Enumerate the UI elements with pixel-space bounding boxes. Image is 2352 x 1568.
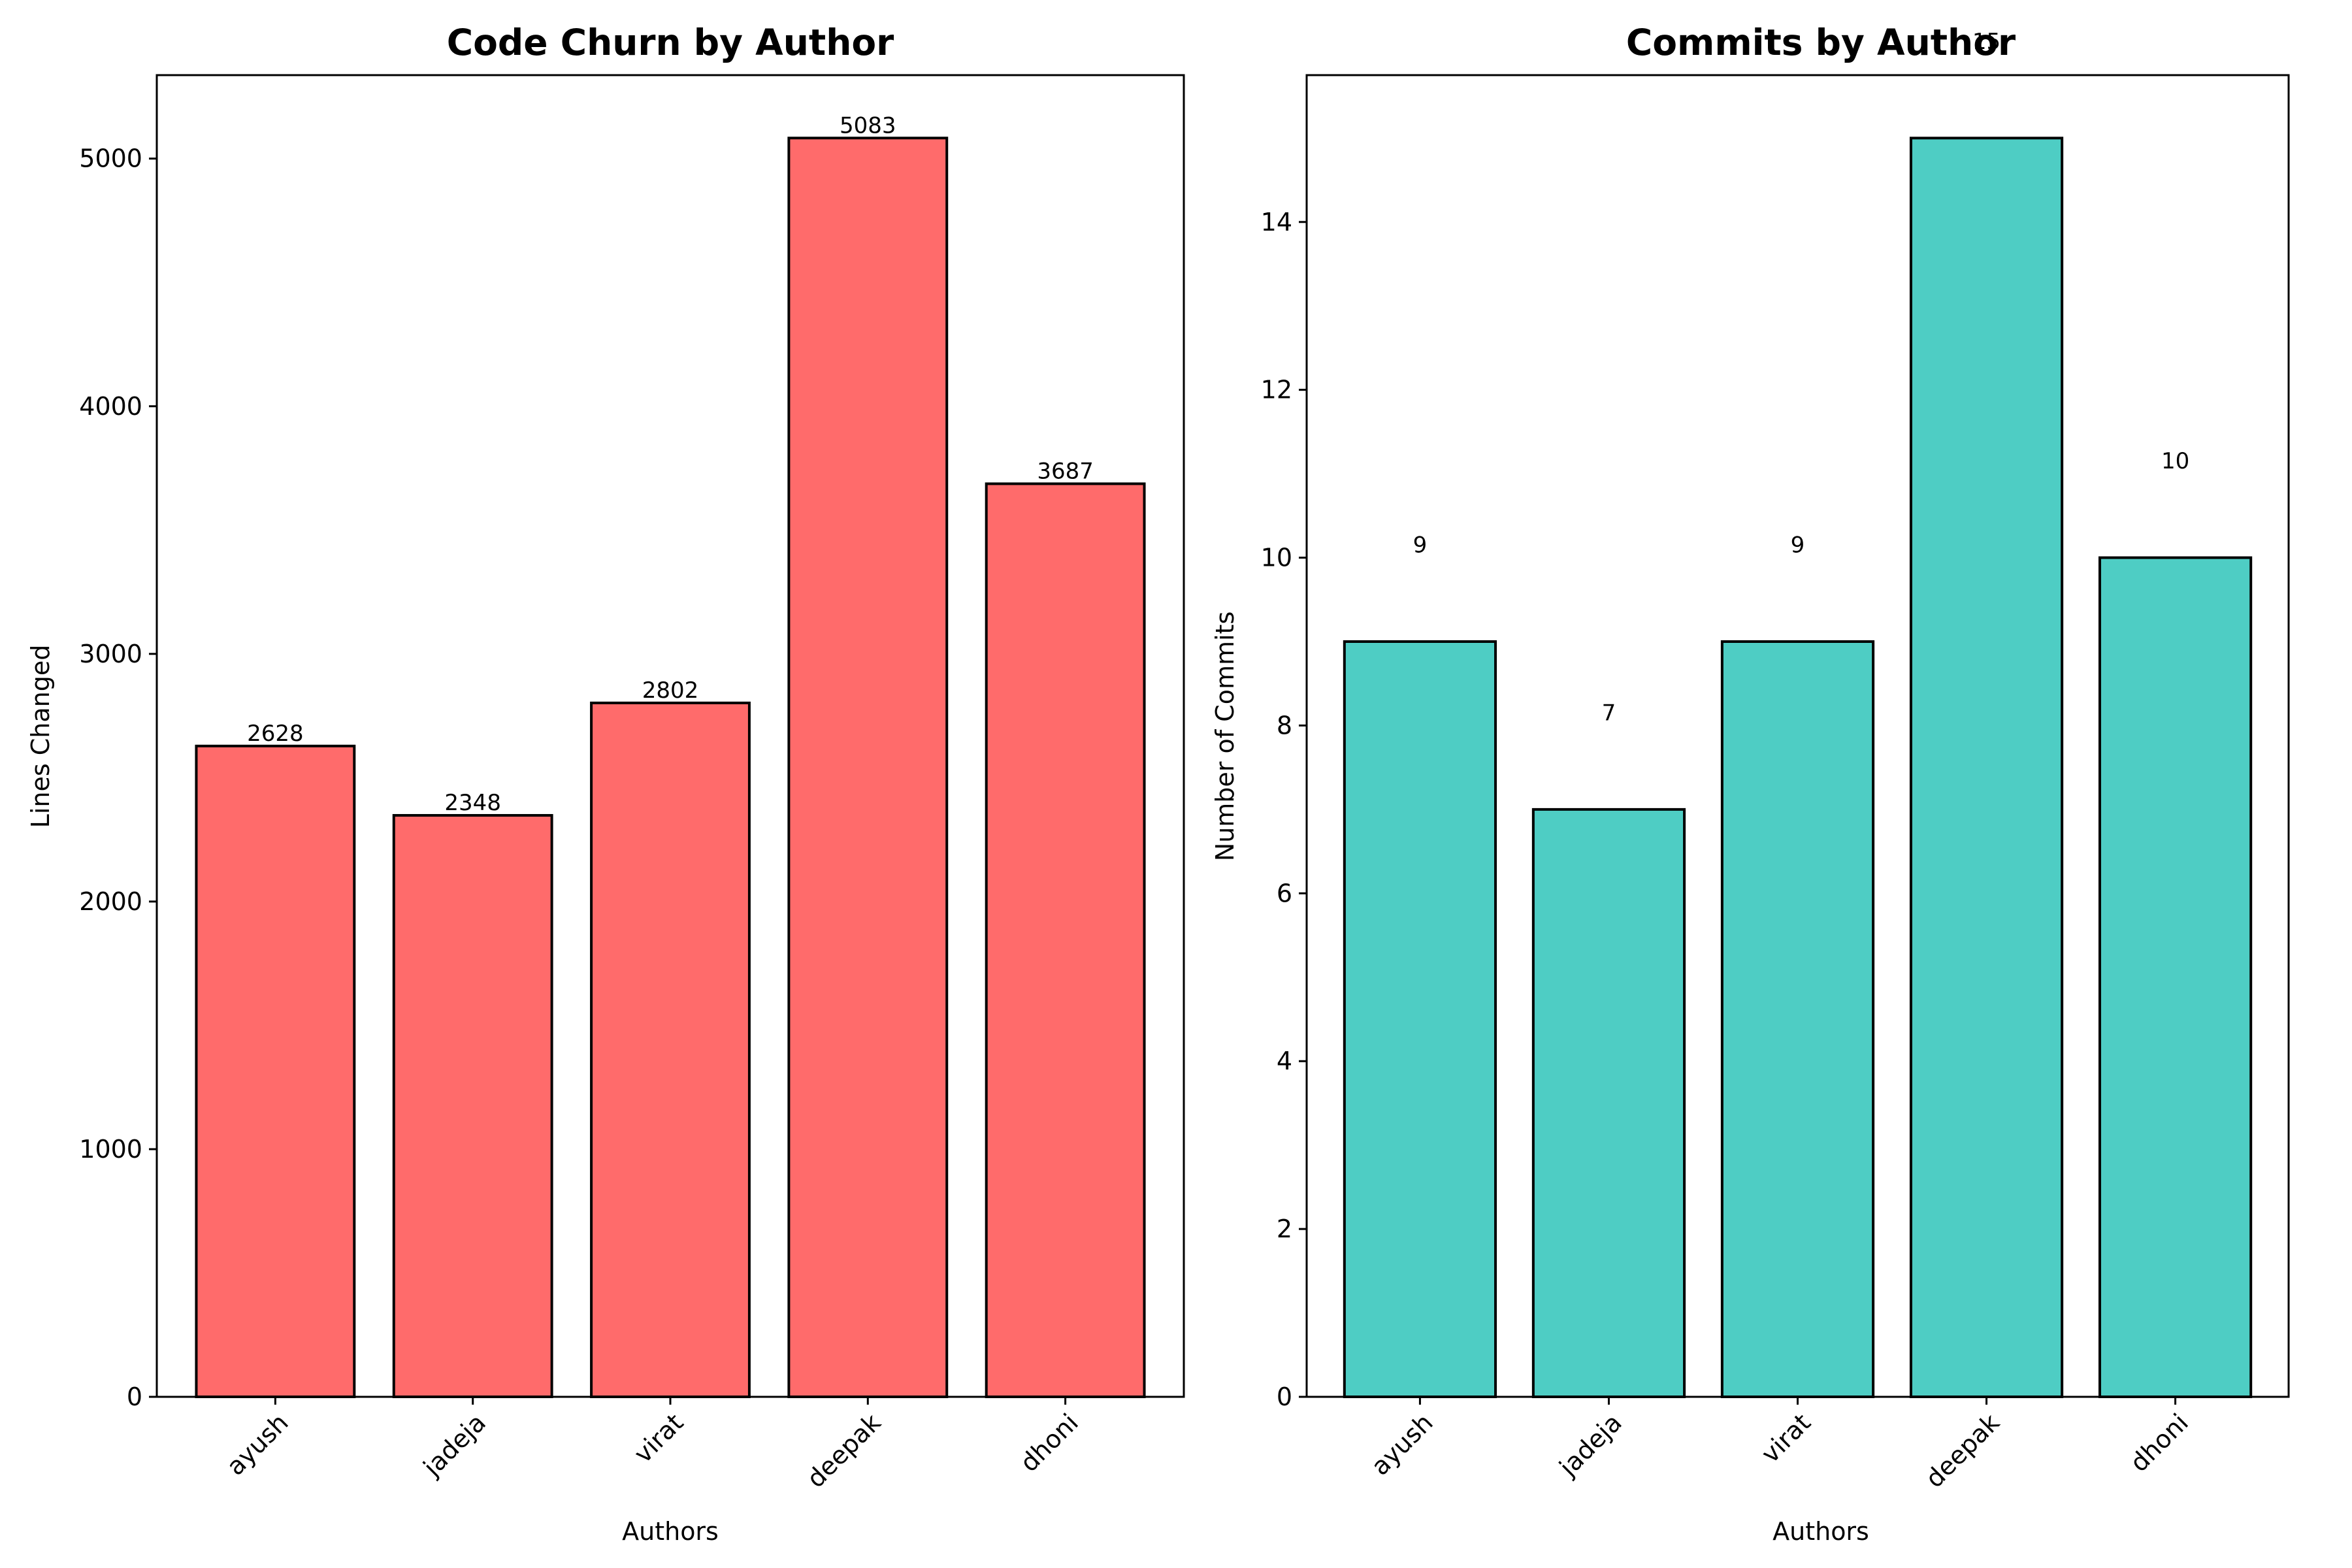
y-tick-label: 4	[1277, 1047, 1292, 1075]
y-axis-label: Lines Changed	[26, 645, 55, 828]
bar-dhoni	[985, 482, 1146, 1398]
y-tick-label: 4000	[79, 392, 142, 421]
y-tick-label: 10	[1261, 544, 1292, 572]
data-label: 9	[1791, 532, 1805, 559]
data-label: 9	[1413, 532, 1428, 559]
bar-deepak	[787, 137, 949, 1399]
y-tick-label: 14	[1261, 208, 1292, 237]
y-tick-label: 2	[1277, 1215, 1292, 1243]
y-tick-label: 2000	[79, 887, 142, 916]
bar-virat	[590, 701, 751, 1398]
y-tick-label: 1000	[79, 1135, 142, 1164]
y-axis-label: Number of Commits	[1211, 612, 1239, 862]
chart-title: Code Churn by Author	[447, 22, 894, 63]
y-tick-label: 0	[1277, 1382, 1292, 1411]
bar-ayush	[195, 744, 356, 1398]
code-churn-chart: Code Churn by Author Lines Changed Autho…	[26, 22, 1185, 1546]
data-label: 5083	[840, 112, 896, 139]
data-label: 10	[2161, 448, 2189, 474]
y-tick-label: 0	[127, 1382, 142, 1411]
data-label: 7	[1602, 700, 1616, 726]
bar-jadeja	[1531, 808, 1686, 1398]
y-tick-label: 6	[1277, 879, 1292, 907]
y-tick-label: 3000	[79, 640, 142, 668]
commits-chart: Commits by Author Number of Commits Auth…	[1211, 22, 2290, 1546]
data-label: 2628	[247, 721, 304, 747]
data-label: 3687	[1037, 458, 1094, 484]
x-axis-label: Authors	[622, 1517, 719, 1546]
y-tick-label: 12	[1261, 376, 1292, 404]
bar-ayush	[1343, 640, 1497, 1398]
bar-dhoni	[2098, 556, 2253, 1398]
y-tick-label: 8	[1277, 711, 1292, 740]
chart-title: Commits by Author	[1626, 22, 2016, 63]
data-label: 15	[1972, 29, 2001, 55]
data-label: 2802	[642, 678, 699, 704]
bar-virat	[1720, 640, 1875, 1398]
y-tick-label: 5000	[79, 144, 142, 173]
data-label: 2348	[444, 790, 501, 816]
x-axis-label: Authors	[1772, 1517, 1869, 1546]
bar-jadeja	[392, 813, 553, 1398]
bar-deepak	[1909, 137, 2064, 1398]
